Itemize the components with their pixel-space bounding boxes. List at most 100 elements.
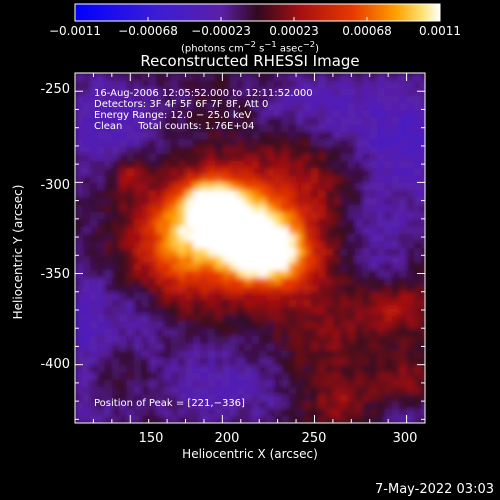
heatmap-cell xyxy=(384,255,393,264)
heatmap-cell xyxy=(104,124,113,132)
heatmap-cell xyxy=(170,167,179,176)
heatmap-cell xyxy=(97,196,106,205)
heatmap-cell xyxy=(192,80,201,89)
heatmap-cell xyxy=(340,160,349,169)
heatmap-cell xyxy=(237,160,246,169)
heatmap-cell xyxy=(296,269,305,278)
heatmap-cell xyxy=(215,350,223,358)
heatmap-cell xyxy=(251,306,260,315)
heatmap-cell xyxy=(318,160,327,169)
heatmap-cell xyxy=(163,124,172,132)
heatmap-cell xyxy=(104,233,113,242)
heatmap-cell xyxy=(119,204,128,213)
heatmap-cell xyxy=(244,80,253,89)
heatmap-cell xyxy=(200,393,209,402)
heatmap-cell xyxy=(273,196,282,205)
heatmap-cell xyxy=(111,379,120,388)
heatmap-cell xyxy=(325,415,334,423)
heatmap-cell xyxy=(185,277,194,286)
heatmap-cell xyxy=(163,131,172,140)
heatmap-cell xyxy=(251,284,260,293)
heatmap-cell xyxy=(163,262,172,271)
heatmap-cell xyxy=(192,393,201,402)
heatmap-cell xyxy=(288,124,297,132)
heatmap-cell xyxy=(273,335,282,344)
heatmap-cell xyxy=(377,167,386,176)
heatmap-cell xyxy=(362,116,371,125)
heatmap-cell xyxy=(421,167,425,176)
heatmap-cell xyxy=(156,328,165,337)
heatmap-cell xyxy=(119,393,128,402)
heatmap-cell xyxy=(332,277,341,286)
heatmap-cell xyxy=(75,299,83,307)
heatmap-cell xyxy=(207,109,216,118)
heatmap-cell xyxy=(266,204,275,213)
heatmap-cell xyxy=(413,160,422,169)
heatmap-cell xyxy=(200,204,209,213)
heatmap-cell xyxy=(207,320,216,329)
heatmap-cell xyxy=(237,255,246,264)
heatmap-cell xyxy=(200,240,209,249)
heatmap-cell xyxy=(413,248,422,256)
heatmap-cell xyxy=(273,233,282,242)
heatmap-cell xyxy=(281,226,290,235)
heatmap-cell xyxy=(406,80,415,89)
heatmap-cell xyxy=(192,313,201,322)
heatmap-cell xyxy=(362,342,371,351)
heatmap-cell xyxy=(222,124,231,132)
heatmap-cell xyxy=(200,116,209,125)
heatmap-cell xyxy=(222,350,231,358)
heatmap-cell xyxy=(391,393,400,402)
heatmap-cell xyxy=(229,218,238,227)
heatmap-cell xyxy=(251,371,260,380)
heatmap-cell xyxy=(325,175,334,183)
heatmap-cell xyxy=(185,102,194,111)
heatmap-cell xyxy=(281,87,290,96)
heatmap-cell xyxy=(126,284,135,293)
heatmap-cell xyxy=(170,153,179,162)
heatmap-cell xyxy=(421,320,425,329)
heatmap-cell xyxy=(170,145,179,154)
heatmap-cell xyxy=(229,299,238,307)
heatmap-cell xyxy=(163,94,172,103)
heatmap-cell xyxy=(104,379,113,388)
heatmap-cell xyxy=(391,328,400,337)
heatmap-cell xyxy=(266,328,275,337)
heatmap-cell xyxy=(97,291,106,300)
heatmap-cell xyxy=(340,87,349,96)
heatmap-cell xyxy=(156,160,165,169)
heatmap-cell xyxy=(406,269,415,278)
heatmap-cell xyxy=(222,73,231,81)
heatmap-cell xyxy=(170,342,179,351)
heatmap-cell xyxy=(104,364,113,373)
heatmap-cell xyxy=(362,262,371,271)
heatmap-cell xyxy=(318,138,327,147)
heatmap-cell xyxy=(296,306,305,315)
heatmap-cell xyxy=(133,386,142,395)
heatmap-cell xyxy=(192,320,201,329)
heatmap-cell xyxy=(200,124,209,132)
heatmap-cell xyxy=(355,306,363,315)
heatmap-cell xyxy=(303,218,312,227)
heatmap-cell xyxy=(148,342,157,351)
heatmap-cell xyxy=(266,350,275,358)
heatmap-cell xyxy=(266,226,275,235)
heatmap-cell xyxy=(355,415,363,423)
heatmap-cell xyxy=(133,145,142,154)
heatmap-cell xyxy=(399,371,408,380)
heatmap-cell xyxy=(406,320,415,329)
heatmap-cell xyxy=(281,357,290,366)
heatmap-cell xyxy=(384,87,393,96)
heatmap-cell xyxy=(222,240,231,249)
heatmap-cell xyxy=(406,218,415,227)
heatmap-cell xyxy=(281,320,290,329)
heatmap-cell xyxy=(362,291,371,300)
heatmap-cell xyxy=(148,218,157,227)
heatmap-cell xyxy=(288,131,297,140)
heatmap-cell xyxy=(244,160,253,169)
heatmap-cell xyxy=(82,73,91,81)
heatmap-cell xyxy=(355,73,363,81)
heatmap-cell xyxy=(259,401,268,410)
heatmap-cell xyxy=(141,102,150,111)
heatmap-cell xyxy=(82,386,91,395)
